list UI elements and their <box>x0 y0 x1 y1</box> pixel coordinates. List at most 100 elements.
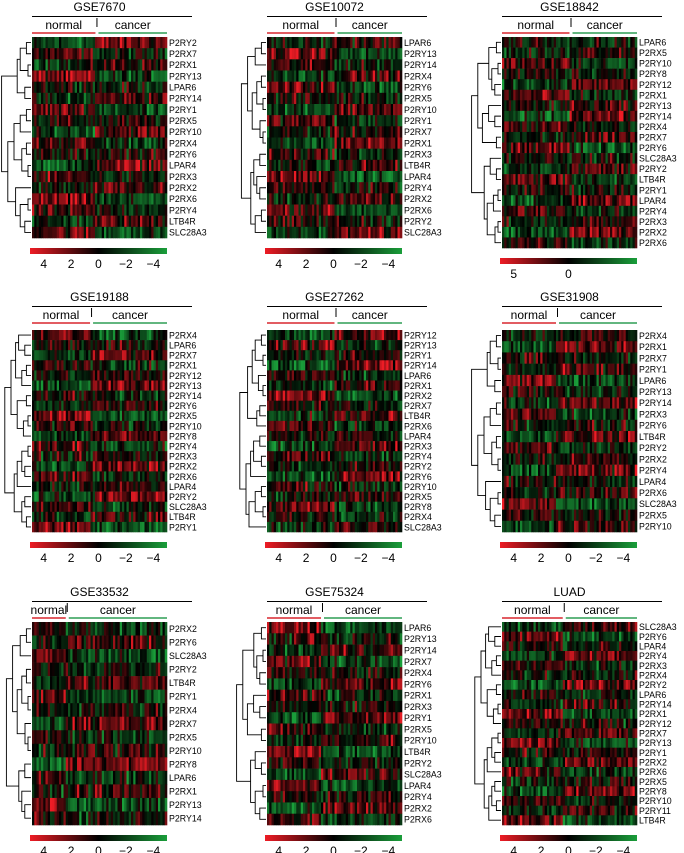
heatmap-cell <box>578 226 582 238</box>
heatmap-cell <box>526 121 530 133</box>
heatmap-cell <box>146 193 150 205</box>
row-label: P2RY6 <box>169 401 197 411</box>
heatmap-cell <box>361 182 365 194</box>
heatmap-cell <box>357 92 360 105</box>
heatmap-cell <box>124 193 127 205</box>
heatmap-cell <box>95 104 98 116</box>
heatmap-cell <box>92 159 96 172</box>
heatmap-cell <box>616 153 620 164</box>
heatmap-cell <box>323 215 326 228</box>
heatmap-cell <box>513 153 516 164</box>
heatmap-cell <box>160 521 163 533</box>
heatmap-cell <box>149 70 152 82</box>
heatmap-cell <box>119 511 123 523</box>
heatmap-cell <box>294 193 297 205</box>
heatmap-cell <box>70 215 73 228</box>
heatmap-cell <box>144 126 148 138</box>
heatmap-cell <box>589 205 593 217</box>
heatmap-cell <box>357 215 360 228</box>
heatmap-cell <box>271 182 275 194</box>
heatmap-cell <box>395 92 398 105</box>
heatmap-cell <box>61 204 64 216</box>
dendrogram-branch <box>10 359 18 416</box>
heatmap-cell <box>508 142 512 154</box>
heatmap-cell <box>556 100 559 112</box>
heatmap-cell <box>106 501 109 513</box>
heatmap-cell <box>117 431 121 442</box>
heatmap-cell <box>50 410 53 422</box>
heatmap-cell <box>556 216 559 228</box>
heatmap-cell <box>517 205 521 217</box>
heatmap-cell <box>160 471 163 482</box>
heatmap-cell <box>81 104 85 116</box>
heatmap-cell <box>562 79 566 91</box>
heatmap-cell <box>70 104 73 116</box>
heatmap-cell <box>81 350 85 361</box>
heatmap-cell <box>77 37 80 49</box>
heatmap-cell <box>92 400 96 412</box>
heatmap-cell <box>144 370 148 381</box>
heatmap-cell <box>74 501 78 513</box>
heatmap-cell <box>45 511 49 523</box>
heatmap-cell <box>158 461 161 472</box>
heatmap-cell <box>612 100 615 112</box>
heatmap-cell <box>616 184 620 196</box>
heatmap-cell <box>146 148 150 161</box>
heatmap-cell <box>271 81 275 94</box>
heatmap-cell <box>276 340 279 351</box>
heatmap-cell <box>160 182 163 194</box>
heatmap-cell <box>158 451 161 462</box>
heatmap-cell <box>334 360 338 371</box>
heatmap-cell <box>142 420 145 432</box>
heatmap-cell <box>95 126 98 138</box>
heatmap-cell <box>92 360 96 371</box>
heatmap-cell <box>287 37 290 49</box>
heatmap-cell <box>345 137 349 149</box>
heatmap-cell <box>164 370 168 381</box>
heatmap-cell <box>307 215 311 228</box>
heatmap-cell <box>273 104 277 116</box>
heatmap-cell <box>359 215 362 228</box>
heatmap-cell <box>115 461 118 472</box>
dendrogram-branch <box>16 400 27 429</box>
heatmap-cell <box>273 330 277 341</box>
heatmap-cell <box>381 59 385 71</box>
heatmap-cell <box>345 360 349 371</box>
heatmap-cell <box>388 204 392 216</box>
heatmap-cell <box>390 48 394 60</box>
heatmap-cell <box>625 58 629 69</box>
heatmap-cell <box>547 205 550 217</box>
heatmap-cell <box>558 37 561 48</box>
heatmap-cell <box>334 226 338 239</box>
heatmap-cell <box>63 501 67 513</box>
heatmap-cell <box>526 79 530 91</box>
heatmap-cell <box>149 461 152 472</box>
heatmap-cell <box>562 142 566 154</box>
heatmap-cell <box>278 340 281 351</box>
heatmap-cell <box>540 47 543 59</box>
heatmap-cell <box>88 215 91 228</box>
heatmap-cell <box>149 92 152 105</box>
heatmap-cell <box>104 441 107 452</box>
heatmap-cell <box>607 195 611 207</box>
heatmap-cell <box>569 110 573 122</box>
heatmap-cell <box>135 420 139 432</box>
heatmap-cell <box>384 104 387 116</box>
heatmap-cell <box>395 340 398 351</box>
heatmap-cell <box>110 420 114 432</box>
heatmap-cell <box>92 471 96 482</box>
heatmap-cell <box>128 92 132 105</box>
heatmap-cell <box>583 79 586 91</box>
heatmap-cell <box>614 110 618 122</box>
heatmap-cell <box>309 126 313 138</box>
heatmap-cell <box>571 79 575 91</box>
heatmap-cell <box>131 104 134 116</box>
heatmap-cell <box>54 451 58 462</box>
heatmap-cell <box>578 68 582 80</box>
heatmap-cell <box>54 420 58 432</box>
heatmap-cell <box>117 481 121 492</box>
heatmap-cell <box>77 104 80 116</box>
heatmap-cell <box>119 491 123 502</box>
heatmap-cell <box>594 110 597 122</box>
heatmap-cell <box>542 184 546 196</box>
